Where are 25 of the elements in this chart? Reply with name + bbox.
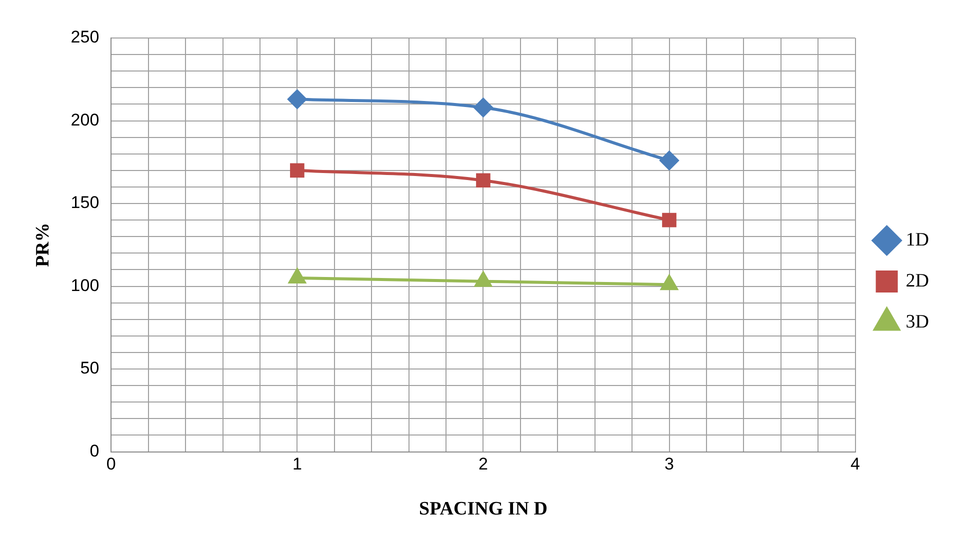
legend-label: 2D: [906, 270, 930, 292]
x-tick-label: 4: [850, 454, 860, 474]
point: [476, 173, 490, 188]
x-tick-label: 3: [664, 454, 674, 474]
point: [474, 272, 492, 287]
y-tick-label: 0: [90, 441, 100, 460]
y-tick-label: 150: [70, 193, 100, 212]
y-tick-label: 50: [80, 358, 100, 378]
y-axis-title: PR%: [32, 222, 54, 268]
y-tick-label: 250: [70, 28, 100, 47]
legend-label: 3D: [906, 311, 930, 332]
x-tick-label: 2: [478, 454, 488, 474]
point: [660, 275, 678, 290]
point: [290, 163, 304, 178]
x-axis-title: SPACING IN D: [419, 498, 548, 520]
x-tick-label: 0: [106, 454, 116, 474]
point: [474, 98, 493, 118]
x-tick-label: 1: [292, 454, 302, 474]
y-tick-label: 100: [70, 276, 100, 295]
legend-label: 1D: [906, 229, 930, 250]
point: [288, 268, 306, 284]
point: [288, 90, 307, 109]
point: [660, 150, 679, 170]
point: [662, 212, 676, 228]
y-tick-label: 200: [70, 110, 100, 130]
